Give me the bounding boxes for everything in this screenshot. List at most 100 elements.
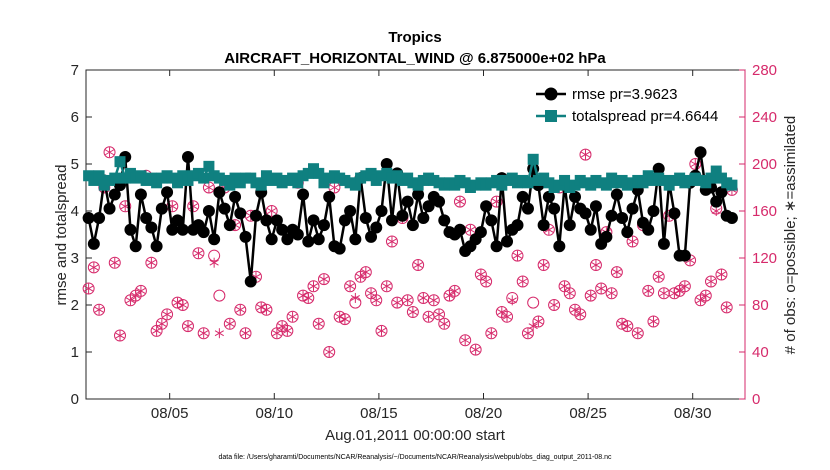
asterisk-stroke [722, 304, 732, 311]
y-axis-label-right: # of obs: o=possible; ∗=assimilated [782, 116, 799, 355]
obs-assimilated-point [256, 302, 266, 313]
obs-assimilated-point [287, 311, 298, 322]
y-tick-label: 6 [71, 109, 79, 126]
asterisk-stroke [429, 297, 439, 304]
legend-rmse-label: rmse pr=3.9623 [572, 86, 677, 103]
rmse-point [359, 212, 372, 225]
obs-possible-point [344, 280, 357, 293]
rmse-point [365, 230, 378, 243]
rmse-point [474, 226, 487, 239]
obs-possible-point [323, 346, 336, 358]
totalspread-point [349, 179, 361, 191]
rmse-point [584, 223, 597, 236]
asterisk-stroke [408, 309, 418, 315]
obs-possible-point [563, 287, 576, 300]
obs-possible-point [516, 275, 529, 288]
asterisk-stroke [418, 295, 428, 301]
rmse-point [422, 200, 435, 213]
rmse-point [610, 188, 623, 201]
obs-possible-point [161, 308, 174, 321]
rmse-point [453, 223, 466, 236]
obs-assimilated-point [355, 271, 366, 282]
y-tick-label: 1 [71, 344, 79, 361]
obs-possible-point [286, 310, 299, 323]
obs-assimilated-point [622, 321, 632, 332]
asterisk-stroke [680, 283, 690, 290]
obs-assimilated-point [539, 260, 549, 271]
obs-assimilated-point [455, 196, 465, 207]
obs-assimilated-point [84, 283, 94, 294]
rmse-point [501, 235, 514, 248]
asterisk-stroke [580, 151, 591, 158]
asterisk-stroke [199, 330, 209, 337]
rmse-point [338, 214, 351, 227]
asterisk-stroke [314, 320, 324, 327]
y-tick-label-right: 120 [752, 250, 777, 267]
obs-assimilated-point [214, 328, 224, 339]
obs-assimilated-point [518, 276, 528, 287]
obs-possible-point [119, 200, 132, 213]
obs-assimilated-point [711, 206, 721, 216]
obs-assimilated-point [669, 288, 679, 299]
obs-possible-point [579, 148, 592, 161]
asterisk-stroke [533, 318, 544, 325]
rmse-point [171, 214, 184, 227]
obs-assimilated-point [403, 295, 413, 306]
asterisk-stroke [392, 299, 402, 306]
asterisk-stroke [450, 287, 460, 294]
asterisk-stroke [209, 259, 219, 266]
obs-assimilated-point [607, 288, 617, 299]
totalspread-point [114, 156, 126, 168]
rmse-point [333, 242, 346, 255]
rmse-point [490, 240, 503, 253]
asterisk-stroke [272, 330, 282, 337]
obs-assimilated-point [460, 335, 470, 346]
x-tick-label: 08/05 [151, 405, 189, 422]
asterisk-stroke [308, 283, 319, 290]
rmse-point [406, 219, 419, 232]
obs-possible-point [87, 261, 100, 274]
asterisk-stroke [481, 278, 491, 285]
obs-assimilated-point [152, 325, 162, 336]
asterisk-stroke [675, 287, 685, 294]
obs-assimilated-point [654, 271, 664, 282]
obs-assimilated-point [277, 321, 287, 332]
y-tick-label-right: 80 [752, 297, 769, 314]
obs-assimilated-point [680, 281, 690, 292]
rmse-point [349, 233, 362, 246]
totalspread-point [93, 170, 105, 182]
asterisk-stroke [282, 327, 292, 334]
obs-possible-point [605, 287, 618, 300]
totalspread-point [198, 172, 210, 184]
asterisk-stroke [627, 238, 638, 245]
totalspread-point [109, 172, 121, 184]
obs-assimilated-point [298, 290, 308, 301]
obs-possible-point [213, 289, 226, 302]
x-axis-label: Aug.01,2011 00:00:00 start [325, 427, 506, 444]
obs-possible-point [239, 327, 252, 340]
rmse-point [589, 200, 602, 213]
obs-assimilated-point [549, 300, 559, 310]
obs-possible-point [642, 284, 655, 297]
obs-possible-point [385, 235, 398, 248]
asterisk-stroke [659, 290, 669, 297]
asterisk-stroke [152, 327, 162, 334]
rmse-point [124, 223, 137, 236]
rmse-point [166, 223, 179, 236]
obs-assimilated-point [507, 295, 517, 306]
x-tick-label: 08/20 [465, 405, 503, 422]
obs-possible-point [155, 317, 168, 330]
rmse-point [302, 235, 315, 248]
obs-assimilated-point [110, 257, 120, 268]
rmse-point [213, 186, 226, 199]
obs-possible-point [459, 334, 472, 347]
asterisk-stroke [403, 297, 413, 304]
asterisk-stroke [84, 285, 94, 292]
rmse-point [93, 212, 106, 225]
asterisk-stroke [539, 262, 549, 268]
obs-assimilated-point [267, 206, 277, 216]
obs-assimilated-point [675, 285, 685, 296]
asterisk-stroke [544, 226, 554, 233]
obs-possible-point [312, 317, 325, 330]
